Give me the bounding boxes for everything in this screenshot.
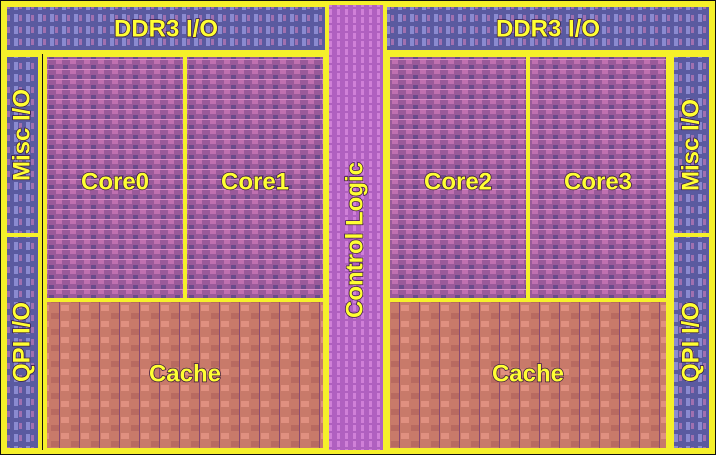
region-fill [45,300,325,450]
region-fill [672,55,711,450]
region-fill [5,55,40,450]
region-fill [388,300,668,450]
region-label: Core3 [564,168,632,195]
region-fill [385,5,711,52]
region-label: Cache [492,360,564,387]
region-label: Core2 [424,168,492,195]
region-label: Core1 [221,168,289,195]
region-outline [3,233,42,452]
region-label: DDR3 I/O [114,15,218,42]
region-label: Core0 [81,168,149,195]
region-label: QPI I/O [8,302,35,382]
region-fill [327,5,385,450]
region-label: QPI I/O [677,302,704,382]
region-label: Misc I/O [677,99,704,191]
region-label: Misc I/O [8,89,35,181]
region-fill [5,5,327,52]
region-outline [670,233,713,452]
region-outline [386,298,670,452]
region-label: Control Logic [341,162,368,318]
region-label: Cache [149,360,221,387]
region-outline [43,298,327,452]
region-label: DDR3 I/O [496,15,600,42]
